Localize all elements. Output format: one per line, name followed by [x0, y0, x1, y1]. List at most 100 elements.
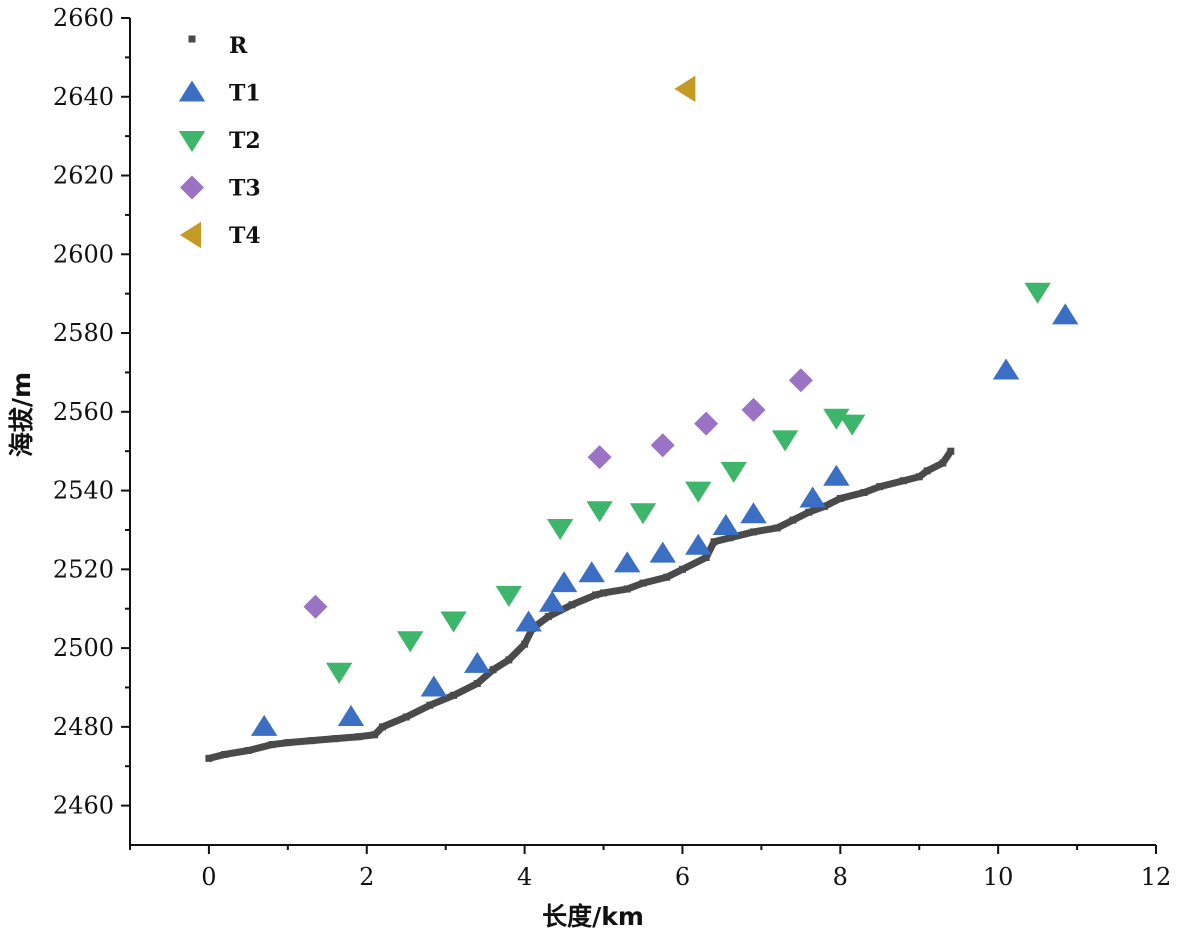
series-t3 [303, 368, 813, 619]
y-ticks: 2460 2480 2500 2520 2540 2560 2580 2600 2620 2640… [53, 4, 130, 820]
data-point-r [426, 701, 434, 709]
y-tick-label: 2540 [53, 477, 114, 505]
legend-label: T4 [229, 223, 261, 249]
data-point-t1 [420, 675, 448, 697]
data-point-r [371, 731, 379, 739]
series-layer [205, 75, 1079, 762]
data-point-r [221, 750, 229, 758]
data-point-t3 [741, 397, 766, 422]
data-point-r [308, 737, 316, 745]
y-tick-label: 2520 [53, 555, 114, 583]
data-point-r [663, 573, 671, 581]
data-point-t2 [546, 518, 574, 540]
data-point-r [355, 733, 363, 741]
y-tick-label: 2660 [53, 4, 114, 32]
data-point-r [623, 585, 631, 593]
legend-item-t4: T4 [180, 221, 261, 249]
data-point-t1 [515, 610, 542, 632]
x-tick-label: 4 [517, 863, 532, 891]
data-point-r [473, 680, 481, 688]
legend-item-t3: T3 [180, 175, 261, 202]
x-tick-label: 10 [983, 863, 1014, 891]
data-point-r [244, 746, 252, 754]
data-point-t2 [685, 481, 712, 503]
legend-label: T3 [229, 176, 261, 202]
series-r-line [208, 449, 954, 762]
y-tick-label: 2600 [53, 240, 114, 268]
data-point-t3 [788, 368, 813, 393]
data-point-r [939, 459, 947, 467]
data-point-t2 [838, 414, 866, 436]
data-point-r [836, 494, 844, 502]
data-point-t1 [539, 590, 566, 612]
y-tick-label: 2460 [53, 792, 114, 820]
data-point-t2 [720, 461, 747, 483]
data-point-r [726, 534, 734, 542]
data-point-r [505, 656, 513, 664]
data-point-t3 [650, 433, 675, 458]
data-point-r [876, 483, 884, 491]
data-point-t3 [303, 594, 328, 619]
data-point-r [600, 589, 608, 597]
x-axis-title: 长度/km [542, 902, 644, 931]
data-point-r [789, 516, 797, 524]
legend-symbol [178, 80, 206, 102]
series-t2 [325, 282, 1051, 684]
legend-item-t2: T2 [178, 128, 261, 154]
legend-symbol [188, 35, 196, 43]
data-point-t1 [685, 533, 712, 555]
data-point-t1 [250, 714, 278, 736]
x-tick-label: 6 [675, 863, 690, 891]
legend-symbol [180, 221, 201, 249]
data-point-r [923, 467, 931, 475]
data-point-r [702, 554, 710, 562]
data-point-r [568, 601, 576, 609]
data-point-r [205, 754, 213, 762]
data-point-r [805, 508, 813, 516]
data-point-t2 [586, 501, 613, 523]
data-point-t1 [712, 514, 740, 536]
y-tick-label: 2560 [53, 398, 114, 426]
data-point-r [592, 591, 600, 599]
x-tick-label: 0 [201, 863, 216, 891]
data-point-t3 [587, 445, 612, 470]
data-point-r [947, 447, 955, 455]
x-tick-label: 8 [833, 863, 848, 891]
data-point-r [710, 538, 718, 546]
data-point-t2 [440, 611, 467, 633]
data-point-t1 [823, 464, 850, 486]
legend-symbol [180, 175, 204, 200]
data-point-t2 [823, 408, 850, 430]
data-point-r [544, 613, 552, 621]
data-point-t2 [629, 503, 657, 525]
data-point-t1 [578, 561, 605, 583]
data-point-r [521, 640, 529, 648]
data-point-t1 [1052, 303, 1079, 325]
data-point-t2 [771, 430, 799, 452]
x-ticks: 0 2 4 6 8 10 12 [129, 845, 1171, 891]
data-point-r [915, 473, 923, 481]
data-point-t2 [495, 585, 523, 607]
data-point-r [284, 739, 292, 747]
legend-symbol [178, 131, 206, 152]
data-point-r [773, 524, 781, 532]
axes [129, 18, 1156, 846]
x-tick-label: 2 [359, 863, 374, 891]
data-point-r [639, 579, 647, 587]
y-tick-label: 2640 [53, 83, 114, 111]
legend: R T1 T2 T3 T4 [178, 33, 261, 249]
y-tick-label: 2500 [53, 634, 114, 662]
data-point-r [860, 489, 868, 497]
y-tick-label: 2480 [53, 713, 114, 741]
data-point-t1 [550, 571, 578, 593]
data-point-t2 [325, 662, 353, 684]
legend-label: R [229, 33, 248, 59]
data-point-t4 [674, 75, 696, 103]
data-point-t1 [614, 551, 641, 573]
data-point-r [331, 735, 339, 743]
data-point-t2 [396, 631, 424, 653]
data-point-t1 [992, 358, 1020, 380]
legend-label: T1 [229, 81, 261, 107]
series-t4 [674, 75, 696, 103]
